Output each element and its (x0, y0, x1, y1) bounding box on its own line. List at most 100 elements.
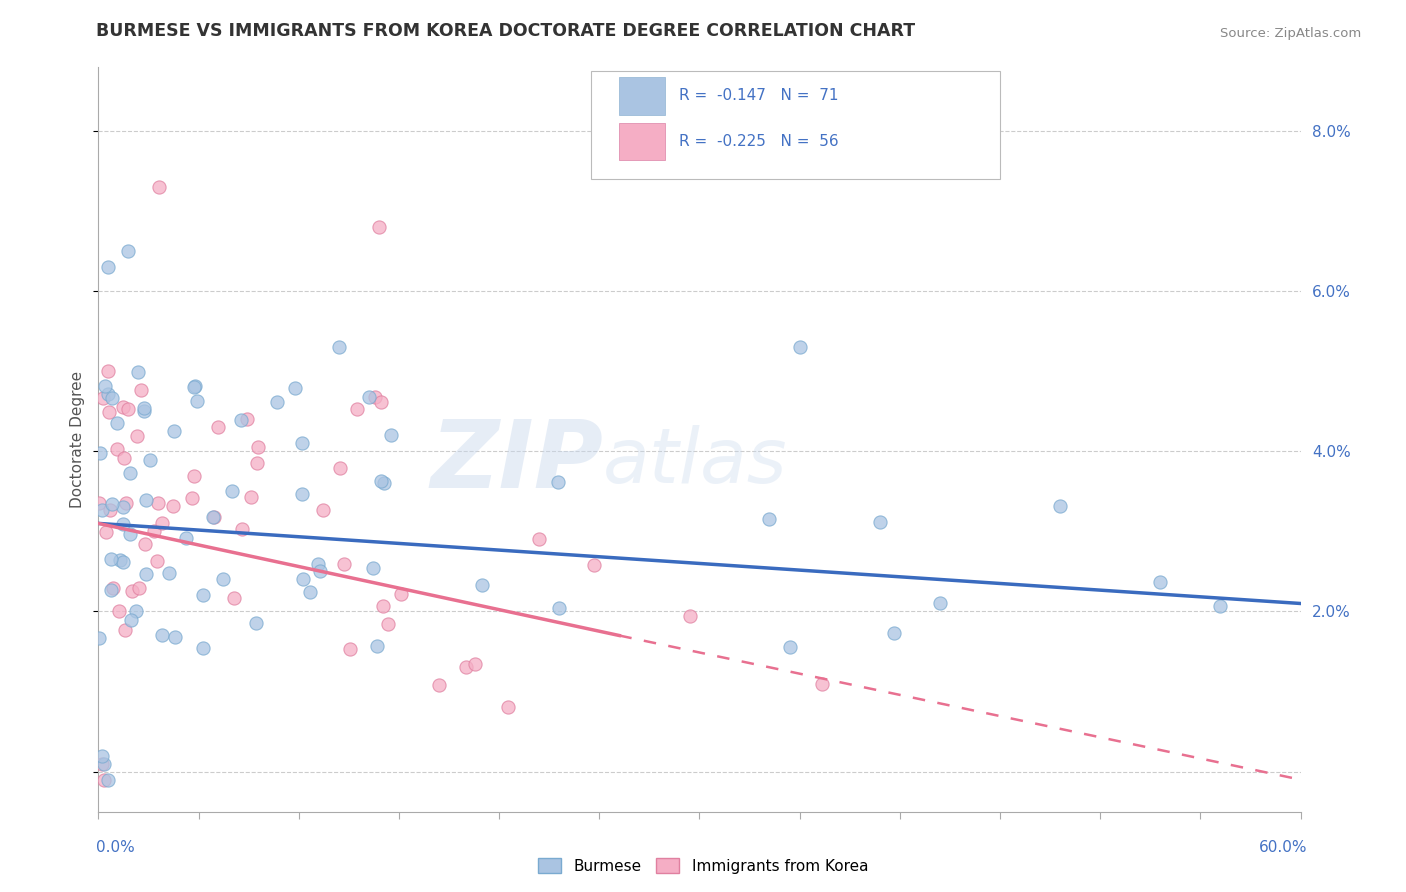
Point (202, 509, 225, 524)
Point (93, 772, 115, 787)
Point (105, 442, 128, 456)
Point (115, 496, 138, 510)
Point (90, 502, 112, 516)
Point (132, 401, 155, 416)
Point (94, 379, 117, 393)
Point (186, 394, 208, 409)
Point (368, 220, 391, 235)
Point (143, 524, 166, 539)
Point (373, 476, 395, 491)
Point (471, 578, 494, 592)
Point (299, 584, 322, 599)
Point (329, 460, 352, 475)
FancyBboxPatch shape (619, 78, 665, 114)
Point (150, 628, 173, 642)
Point (110, 553, 132, 567)
Point (112, 450, 135, 465)
Point (105, 416, 128, 430)
Point (148, 180, 170, 194)
Point (181, 491, 204, 506)
Point (308, 564, 330, 578)
Point (118, 466, 141, 480)
Point (120, 613, 142, 627)
Point (247, 440, 270, 454)
Point (127, 429, 149, 443)
Point (229, 413, 252, 427)
Point (117, 244, 139, 259)
Point (100, 551, 122, 566)
Point (184, 378, 207, 392)
Point (779, 640, 801, 654)
Point (498, 700, 520, 714)
Point (100, 391, 122, 405)
Point (380, 428, 402, 442)
Point (134, 537, 156, 551)
Y-axis label: Doctorate Degree: Doctorate Degree (70, 371, 86, 508)
Point (266, 394, 288, 409)
Point (547, 475, 569, 489)
Point (191, 641, 214, 656)
Point (377, 616, 399, 631)
Point (291, 487, 314, 501)
Point (128, 581, 150, 595)
Point (1049, 499, 1071, 513)
Point (91, 748, 114, 763)
Point (112, 555, 135, 569)
Text: R =  -0.147   N =  71: R = -0.147 N = 71 (679, 88, 838, 103)
Point (371, 599, 394, 613)
Point (93, 756, 115, 771)
Point (679, 609, 702, 624)
FancyBboxPatch shape (619, 122, 665, 160)
Point (157, 566, 180, 580)
Point (328, 340, 350, 354)
Point (929, 596, 952, 610)
Point (212, 572, 235, 586)
Point (758, 512, 780, 526)
Point (464, 657, 486, 671)
Point (363, 561, 385, 575)
Point (357, 390, 380, 404)
Point (222, 591, 245, 605)
Text: 60.0%: 60.0% (1260, 840, 1308, 855)
Point (183, 468, 205, 483)
Point (129, 384, 152, 398)
Point (869, 515, 891, 529)
Point (1209, 599, 1232, 613)
Point (366, 640, 388, 654)
Point (1149, 574, 1171, 589)
Point (162, 500, 184, 514)
Point (120, 526, 142, 541)
Point (93, 391, 115, 405)
Text: atlas: atlas (603, 425, 787, 499)
Point (87, 496, 110, 510)
Point (163, 424, 186, 438)
Point (97, 387, 120, 401)
Point (89, 631, 111, 645)
Point (183, 380, 205, 394)
Point (284, 381, 307, 395)
Point (454, 660, 477, 674)
Point (231, 522, 253, 536)
Point (789, 340, 811, 354)
Point (307, 557, 329, 571)
Point (165, 630, 187, 644)
Point (112, 500, 135, 515)
Point (148, 496, 170, 510)
Point (389, 587, 412, 601)
Text: BURMESE VS IMMIGRANTS FROM KOREA DOCTORATE DEGREE CORRELATION CHART: BURMESE VS IMMIGRANTS FROM KOREA DOCTORA… (96, 22, 915, 40)
Point (191, 588, 214, 602)
Point (245, 616, 267, 631)
Point (117, 402, 139, 417)
Text: Source: ZipAtlas.com: Source: ZipAtlas.com (1220, 27, 1361, 40)
Point (146, 554, 169, 568)
Point (89, 445, 111, 459)
Point (370, 395, 392, 409)
Point (98, 405, 121, 419)
Point (529, 532, 551, 546)
Point (811, 677, 834, 691)
Point (114, 624, 136, 638)
Point (91, 756, 114, 771)
Point (339, 642, 361, 657)
Point (97, 772, 120, 787)
Legend: Burmese, Immigrants from Korea: Burmese, Immigrants from Korea (531, 852, 875, 880)
